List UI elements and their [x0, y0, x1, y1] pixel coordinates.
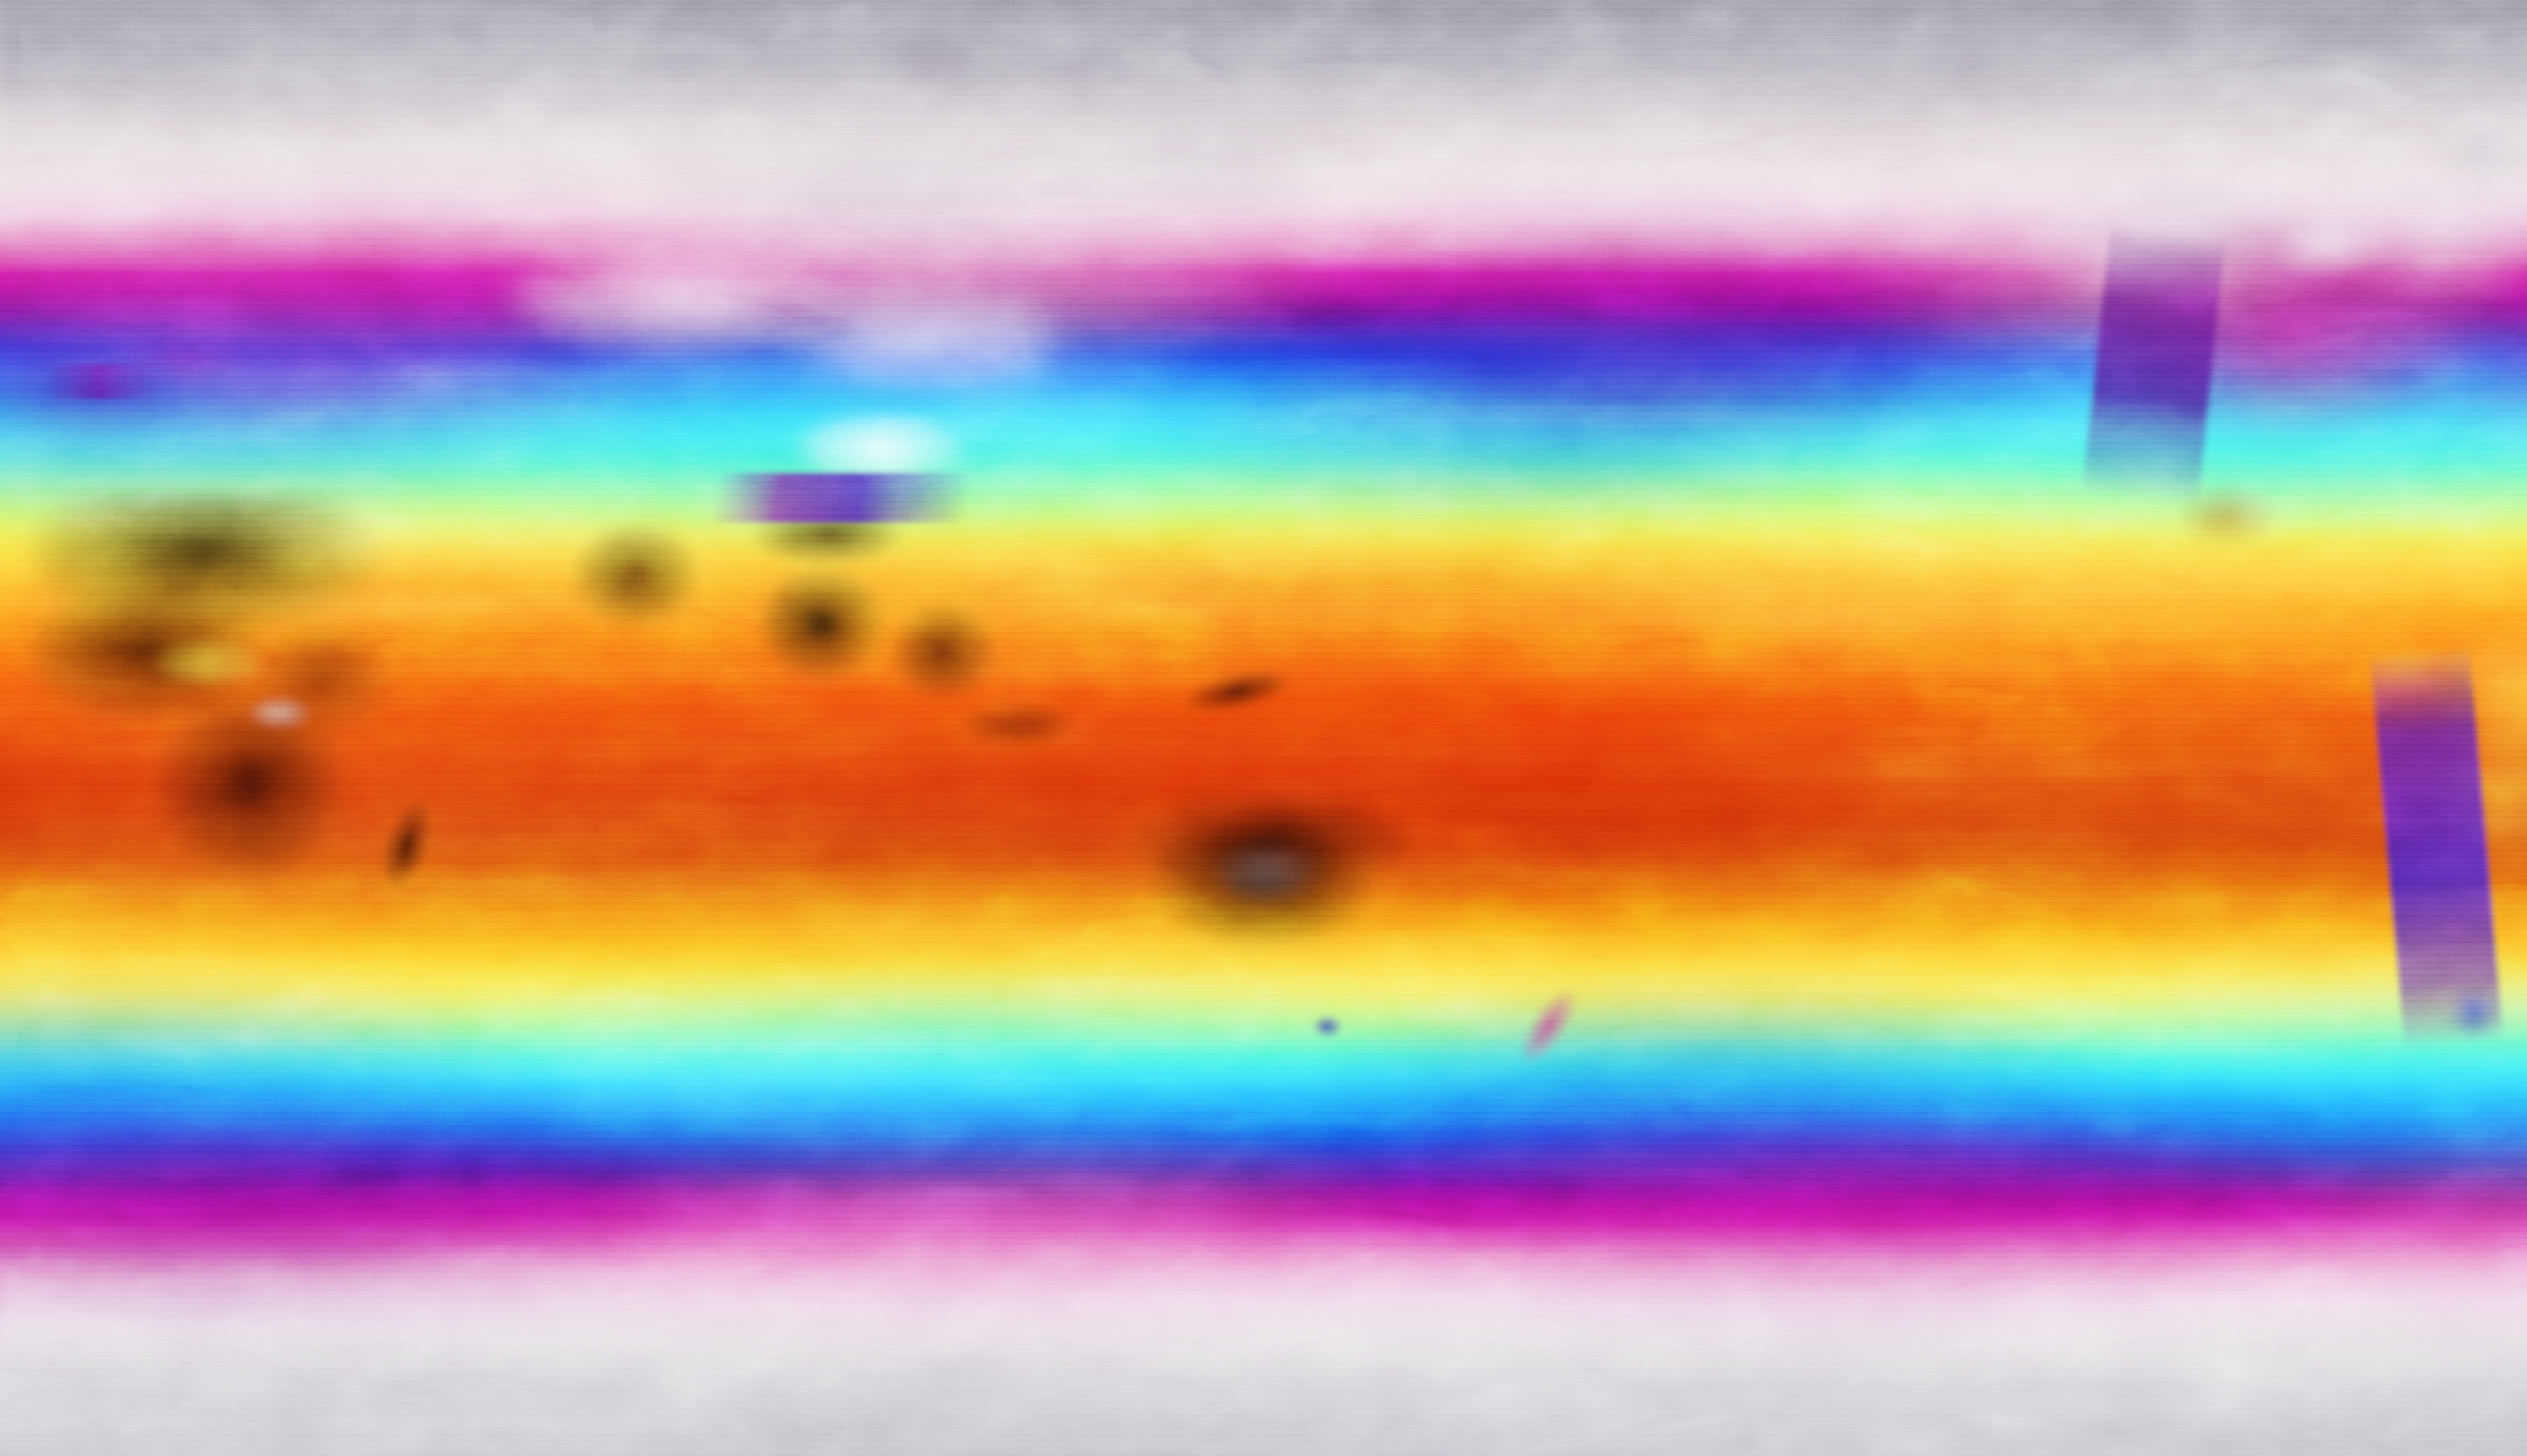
landmass-africa-highlands: [87, 582, 379, 815]
arctic-ice-cap: [0, 0, 2527, 160]
landmass-patagonia: [2416, 961, 2527, 1063]
landmass-southeast-asia: [844, 582, 1135, 786]
landmass-mexico: [2125, 451, 2329, 582]
landmass-alps: [43, 364, 160, 399]
landmass-himalaya-ridge: [713, 473, 975, 523]
landmass-australia-core: [1164, 815, 1368, 931]
global-temperature-map: [0, 0, 2527, 1456]
antarctic-ice-cap: [0, 1252, 2527, 1456]
landmass-brazil-interior: [2504, 757, 2527, 932]
landmass-tasmania: [1298, 1005, 1356, 1048]
